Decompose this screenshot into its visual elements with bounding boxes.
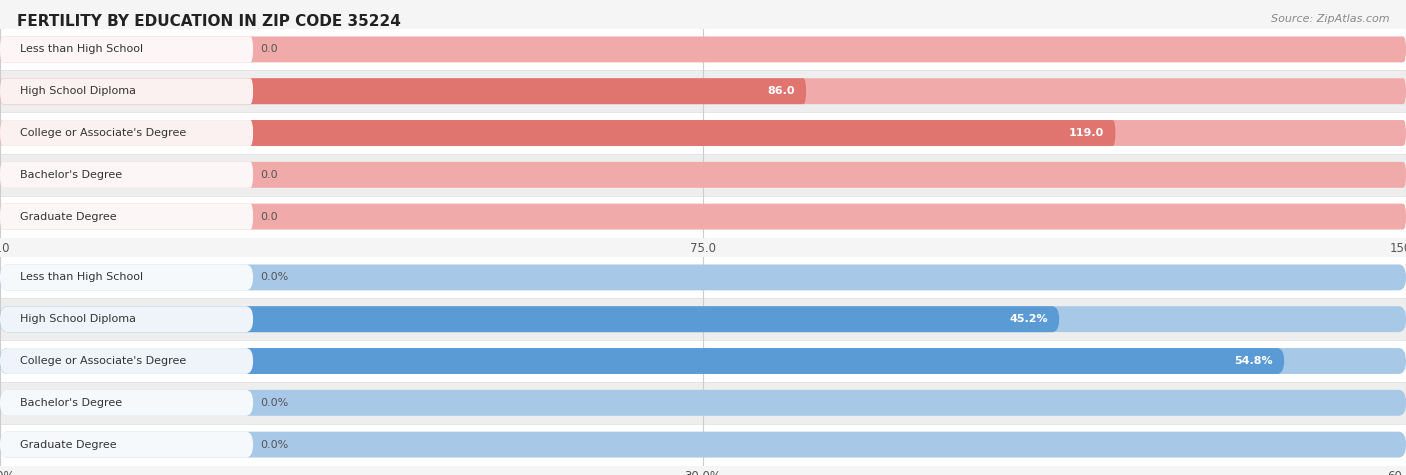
Bar	[0, 256, 1406, 298]
FancyBboxPatch shape	[0, 162, 1406, 188]
Bar	[0, 382, 1406, 424]
FancyBboxPatch shape	[0, 306, 253, 332]
Text: Bachelor's Degree: Bachelor's Degree	[20, 170, 122, 180]
Text: High School Diploma: High School Diploma	[20, 86, 136, 96]
Text: Graduate Degree: Graduate Degree	[20, 439, 117, 450]
Text: 0.0: 0.0	[260, 44, 278, 55]
FancyBboxPatch shape	[0, 390, 1406, 416]
Text: 45.2%: 45.2%	[1010, 314, 1047, 324]
FancyBboxPatch shape	[0, 306, 1059, 332]
Text: 0.0%: 0.0%	[260, 439, 288, 450]
FancyBboxPatch shape	[0, 37, 1406, 62]
FancyBboxPatch shape	[0, 265, 253, 290]
FancyBboxPatch shape	[0, 432, 253, 457]
FancyBboxPatch shape	[0, 204, 253, 229]
Text: 86.0: 86.0	[768, 86, 794, 96]
Text: Graduate Degree: Graduate Degree	[20, 211, 117, 222]
Text: Less than High School: Less than High School	[20, 44, 143, 55]
Bar	[0, 70, 1406, 112]
Bar	[0, 154, 1406, 196]
Text: Source: ZipAtlas.com: Source: ZipAtlas.com	[1271, 14, 1389, 24]
Text: FERTILITY BY EDUCATION IN ZIP CODE 35224: FERTILITY BY EDUCATION IN ZIP CODE 35224	[17, 14, 401, 29]
Bar	[0, 112, 1406, 154]
Bar	[0, 196, 1406, 238]
Text: College or Associate's Degree: College or Associate's Degree	[20, 128, 187, 138]
FancyBboxPatch shape	[0, 78, 253, 104]
FancyBboxPatch shape	[0, 348, 253, 374]
FancyBboxPatch shape	[0, 432, 1406, 457]
FancyBboxPatch shape	[0, 306, 1406, 332]
Text: High School Diploma: High School Diploma	[20, 314, 136, 324]
FancyBboxPatch shape	[0, 348, 1406, 374]
Text: 0.0%: 0.0%	[260, 272, 288, 283]
FancyBboxPatch shape	[0, 78, 1406, 104]
FancyBboxPatch shape	[0, 162, 253, 188]
FancyBboxPatch shape	[0, 78, 806, 104]
Text: 119.0: 119.0	[1069, 128, 1104, 138]
Text: Bachelor's Degree: Bachelor's Degree	[20, 398, 122, 408]
Bar	[0, 340, 1406, 382]
Text: 0.0: 0.0	[260, 211, 278, 222]
FancyBboxPatch shape	[0, 348, 1284, 374]
FancyBboxPatch shape	[0, 120, 253, 146]
FancyBboxPatch shape	[0, 204, 1406, 229]
FancyBboxPatch shape	[0, 120, 1115, 146]
Text: Less than High School: Less than High School	[20, 272, 143, 283]
Text: 0.0%: 0.0%	[260, 398, 288, 408]
Text: 54.8%: 54.8%	[1234, 356, 1272, 366]
FancyBboxPatch shape	[0, 265, 1406, 290]
Bar	[0, 28, 1406, 70]
Text: College or Associate's Degree: College or Associate's Degree	[20, 356, 187, 366]
FancyBboxPatch shape	[0, 120, 1406, 146]
Bar	[0, 298, 1406, 340]
Bar	[0, 424, 1406, 466]
Text: 0.0: 0.0	[260, 170, 278, 180]
FancyBboxPatch shape	[0, 37, 253, 62]
FancyBboxPatch shape	[0, 390, 253, 416]
